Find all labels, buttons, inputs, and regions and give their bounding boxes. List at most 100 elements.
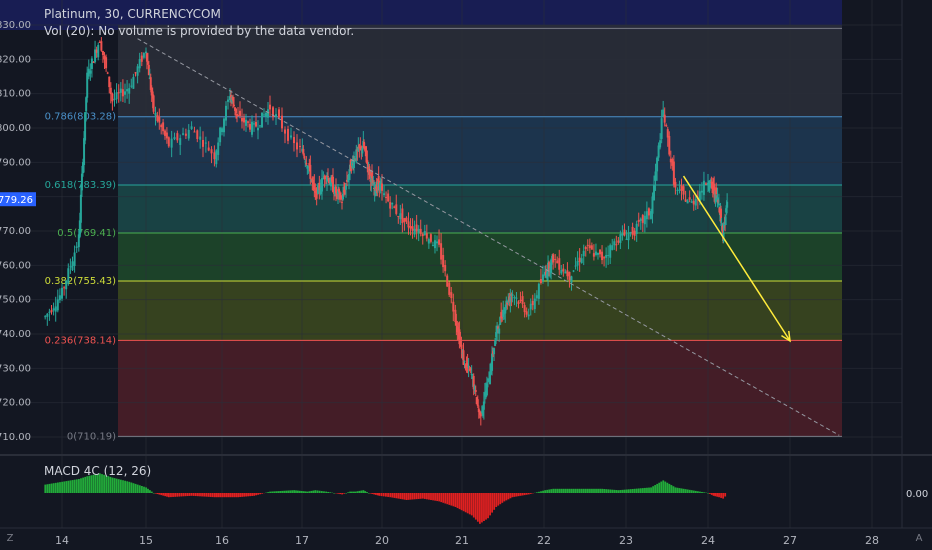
macd-bar — [637, 488, 640, 493]
macd-bar — [660, 481, 663, 493]
candle-body — [427, 239, 430, 244]
macd-bar — [552, 488, 555, 493]
macd-bar — [421, 493, 424, 499]
candle-body — [385, 196, 388, 198]
candle-body — [641, 215, 644, 223]
macd-bar — [197, 493, 199, 497]
candle-body — [94, 49, 97, 62]
candle-body — [319, 187, 322, 195]
candle-body — [358, 144, 361, 149]
macd-bar — [84, 476, 87, 493]
candle-body — [48, 311, 51, 313]
projection-arrow[interactable] — [682, 175, 791, 343]
macd-bar — [223, 493, 226, 498]
candle-body — [584, 246, 587, 250]
candle-body — [503, 311, 506, 315]
macd-bar — [145, 487, 147, 493]
fib-label: 0.786(803.28) — [45, 112, 117, 123]
time-tick-label: 14 — [55, 534, 69, 547]
macd-bar — [678, 488, 681, 493]
candle-body — [147, 64, 150, 76]
candle-body — [417, 228, 420, 233]
auto-scale-button[interactable]: A — [915, 533, 923, 544]
macd-bar — [184, 493, 187, 497]
time-axis[interactable]: 14 15 16 17 20 21 22 23 24 27 28 — [55, 534, 879, 547]
macd-bar — [71, 480, 74, 493]
macd-bar — [96, 473, 99, 493]
macd-legend[interactable]: MACD 4C (12, 26) — [44, 464, 152, 478]
macd-bar — [544, 490, 546, 493]
macd-bar — [399, 493, 402, 499]
candle-body — [255, 122, 257, 127]
macd-bar — [468, 493, 471, 515]
macd-bar — [362, 490, 365, 493]
candle-body — [452, 301, 455, 312]
candle-body — [348, 173, 350, 180]
candle-body — [401, 208, 404, 224]
candle-body — [494, 340, 497, 346]
macd-bar — [438, 493, 441, 502]
candle-body — [521, 296, 524, 305]
candle-body — [515, 297, 518, 299]
candle-body — [615, 244, 618, 246]
macd-bar — [341, 493, 343, 495]
candle-body — [582, 250, 585, 257]
candle-body — [317, 185, 319, 194]
macd-bar — [481, 493, 483, 523]
candle-body — [617, 240, 620, 243]
macd-bar — [558, 488, 561, 493]
macd-bar — [308, 491, 311, 493]
candle-body — [190, 126, 193, 130]
fib-zone — [118, 281, 842, 341]
dashed-trend-line[interactable] — [137, 38, 840, 436]
macd-bar — [261, 493, 263, 494]
candle-body — [493, 348, 496, 355]
macd-bar — [648, 487, 650, 493]
candle-body — [379, 185, 382, 187]
macd-bar — [306, 491, 309, 493]
macd-bar — [172, 493, 174, 497]
symbol-title[interactable]: Platinum, 30, CURRENCYCOM — [44, 7, 221, 21]
macd-bar — [409, 493, 412, 500]
macd-bar — [401, 493, 404, 500]
macd-bar — [491, 493, 494, 513]
candle-body — [723, 223, 726, 229]
candle-body — [179, 138, 182, 145]
macd-bar — [658, 482, 661, 493]
candle-body — [409, 226, 412, 229]
macd-bar — [277, 491, 279, 493]
candle-body — [217, 142, 220, 155]
macd-bar — [570, 488, 573, 493]
candle-body — [346, 179, 348, 182]
candle-body — [108, 76, 111, 88]
candle-body — [371, 180, 374, 185]
candle-body — [466, 363, 469, 368]
macd-bar — [582, 488, 585, 493]
candle-body — [484, 390, 487, 398]
macd-bar — [314, 490, 317, 493]
candle-body — [473, 386, 476, 392]
fib-label: 0.236(738.14) — [45, 335, 117, 346]
macd-bar — [554, 488, 557, 493]
macd-bar — [629, 489, 632, 493]
price-axis[interactable]: 830.00820.00810.00800.00790.00780.00770.… — [0, 20, 36, 443]
macd-bar — [707, 493, 709, 494]
macd-bar — [354, 491, 357, 493]
macd-bar — [701, 491, 703, 493]
candle-body — [659, 140, 662, 148]
candle-body — [330, 178, 332, 187]
candle-body — [263, 114, 265, 116]
candle-body — [233, 104, 235, 107]
candle-body — [353, 158, 355, 168]
candle-body — [535, 295, 538, 299]
current-price-badge — [0, 192, 36, 207]
trend-line[interactable] — [137, 38, 840, 436]
zoom-reset-button[interactable]: Z — [6, 533, 14, 544]
macd-bar — [80, 478, 82, 493]
candle-body — [296, 142, 298, 150]
macd-bar — [275, 491, 277, 493]
candle-body — [552, 254, 555, 263]
macd-bar — [141, 486, 143, 493]
macd-bar — [487, 493, 489, 519]
candle-body — [474, 389, 477, 393]
